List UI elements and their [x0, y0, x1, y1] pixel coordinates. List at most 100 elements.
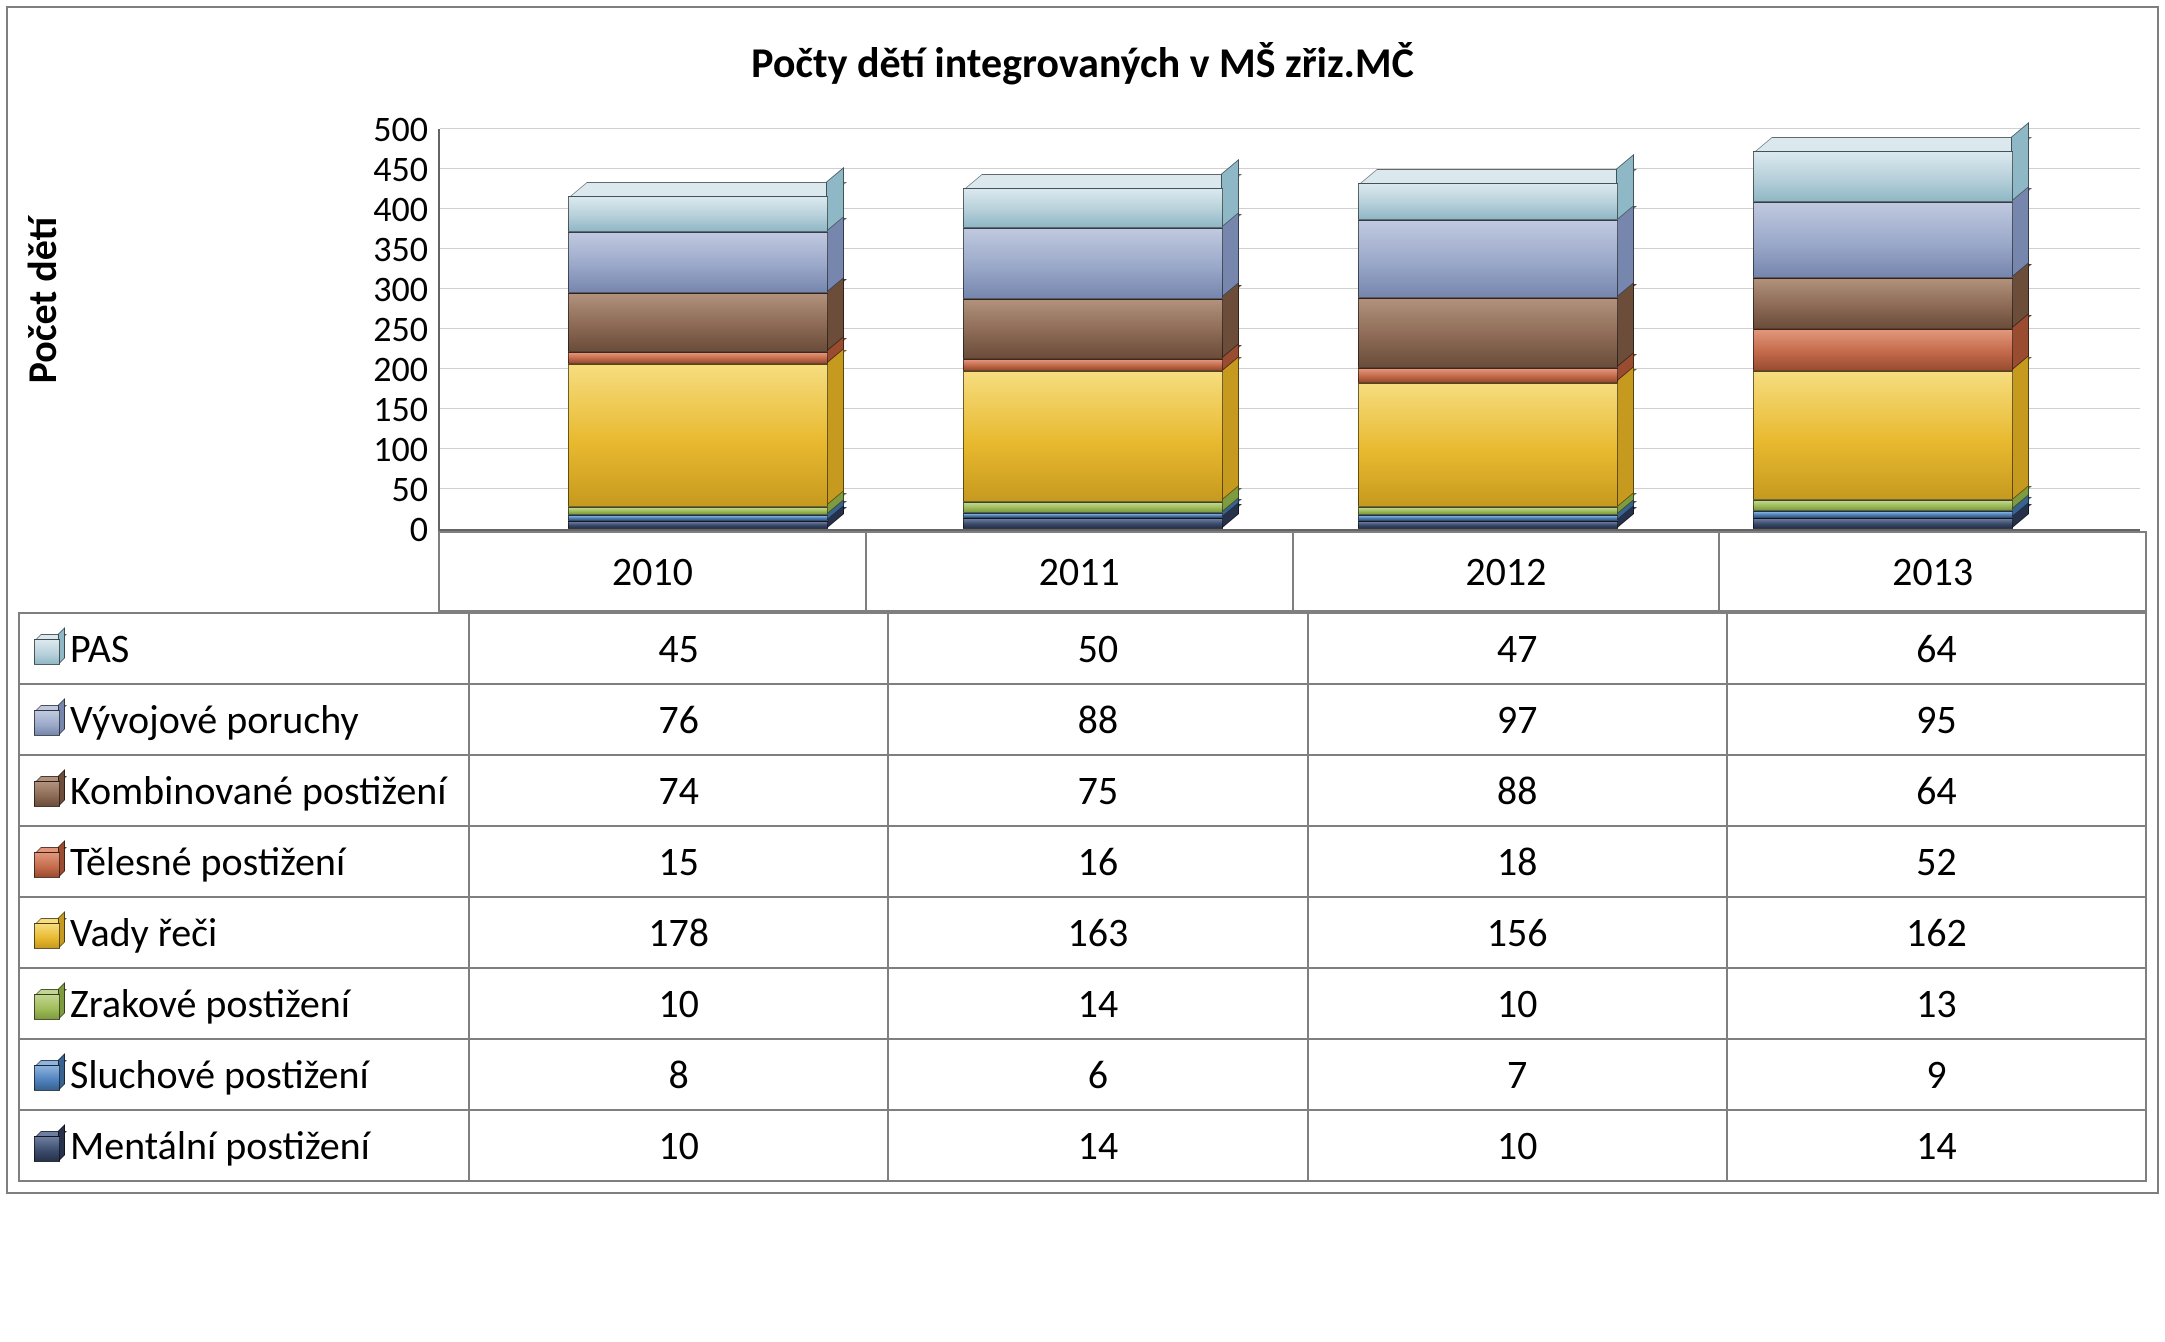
- y-tick: 250: [373, 320, 428, 338]
- chart-panel: Počty dětí integrovaných v MŠ zřiz.MČ Po…: [6, 6, 2159, 1194]
- legend-swatch-icon: [34, 781, 60, 807]
- data-cell: 45: [469, 613, 888, 684]
- bar-segment-pas: [1358, 183, 1618, 221]
- bar-segment-mental: [963, 518, 1223, 529]
- bar-segment-kombin: [1753, 278, 2013, 329]
- bar-segment-mental: [1358, 521, 1618, 529]
- legend-swatch-icon: [34, 639, 60, 665]
- data-cell: 10: [1308, 1110, 1727, 1181]
- data-cell: 14: [1727, 1110, 2146, 1181]
- bar-segment-kombin: [963, 299, 1223, 359]
- table-row: Zrakové postižení10141013: [19, 968, 2146, 1039]
- bar-segment-kombin: [568, 293, 828, 352]
- bar-column: [963, 188, 1223, 529]
- bar-segment-mental: [1753, 518, 2013, 529]
- bar-segment-vady_reci: [963, 371, 1223, 501]
- data-cell: 76: [469, 684, 888, 755]
- data-cell: 10: [469, 1110, 888, 1181]
- data-cell: 163: [888, 897, 1307, 968]
- series-label: Tělesné postižení: [70, 837, 345, 886]
- series-label: Sluchové postižení: [70, 1050, 369, 1099]
- bars-container: [440, 129, 2140, 529]
- legend-swatch-icon: [34, 852, 60, 878]
- y-tick: 450: [373, 160, 428, 178]
- y-tick: 0: [410, 520, 428, 538]
- bar-segment-vady_reci: [1358, 383, 1618, 508]
- bar-segment-sluch: [568, 515, 828, 521]
- bar-segment-telesne: [568, 352, 828, 364]
- legend-label: Vady řeči: [19, 897, 469, 968]
- series-label: Zrakové postižení: [70, 979, 350, 1028]
- data-cell: 14: [888, 968, 1307, 1039]
- y-tick: 200: [373, 360, 428, 378]
- data-cell: 64: [1727, 755, 2146, 826]
- y-tick: 300: [373, 280, 428, 298]
- bar-segment-vady_reci: [1753, 371, 2013, 501]
- bar-segment-pas: [568, 196, 828, 232]
- y-axis-ticks: 050100150200250300350400450500: [98, 129, 438, 529]
- data-cell: 47: [1308, 613, 1727, 684]
- chart-title: Počty dětí integrovaných v MŠ zřiz.MČ: [18, 38, 2147, 89]
- y-tick: 500: [373, 120, 428, 138]
- legend-swatch-icon: [34, 994, 60, 1020]
- legend-swatch-icon: [34, 923, 60, 949]
- series-label: Mentální postižení: [70, 1121, 370, 1170]
- table-row: Tělesné postižení15161852: [19, 826, 2146, 897]
- bar-segment-zrak: [568, 507, 828, 515]
- bar-segment-pas: [1753, 151, 2013, 202]
- bar-segment-telesne: [963, 359, 1223, 372]
- bar-segment-zrak: [1753, 500, 2013, 510]
- bar-segment-telesne: [1753, 329, 2013, 371]
- data-cell: 88: [888, 684, 1307, 755]
- data-cell: 13: [1727, 968, 2146, 1039]
- legend-swatch-icon: [34, 1136, 60, 1162]
- x-header-cell: 2011: [865, 531, 1292, 612]
- data-cell: 18: [1308, 826, 1727, 897]
- bar-column: [1753, 151, 2013, 529]
- bar-segment-sluch: [1358, 515, 1618, 521]
- bar-segment-vady_reci: [568, 364, 828, 506]
- bar-segment-zrak: [1358, 507, 1618, 515]
- table-row: Sluchové postižení8679: [19, 1039, 2146, 1110]
- data-cell: 178: [469, 897, 888, 968]
- data-cell: 156: [1308, 897, 1727, 968]
- legend-label: Sluchové postižení: [19, 1039, 469, 1110]
- series-label: PAS: [70, 624, 129, 673]
- table-row: Mentální postižení10141014: [19, 1110, 2146, 1181]
- data-cell: 15: [469, 826, 888, 897]
- x-header-cell: 2012: [1292, 531, 1719, 612]
- bar-segment-pas: [963, 188, 1223, 228]
- table-row: Kombinované postižení74758864: [19, 755, 2146, 826]
- data-cell: 14: [888, 1110, 1307, 1181]
- data-table: PAS45504764Vývojové poruchy76889795Kombi…: [18, 612, 2147, 1182]
- y-tick: 400: [373, 200, 428, 218]
- table-row: Vady řeči178163156162: [19, 897, 2146, 968]
- data-cell: 95: [1727, 684, 2146, 755]
- table-row: PAS45504764: [19, 613, 2146, 684]
- y-tick: 100: [373, 440, 428, 458]
- bar-segment-vyvoj: [1358, 220, 1618, 298]
- y-axis-title: Počet dětí: [18, 217, 98, 383]
- y-tick: 150: [373, 400, 428, 418]
- bar-segment-kombin: [1358, 298, 1618, 368]
- data-cell: 16: [888, 826, 1307, 897]
- legend-swatch-icon: [34, 710, 60, 736]
- bar-segment-zrak: [963, 502, 1223, 513]
- y-tick: 50: [392, 480, 429, 498]
- x-axis-header: 2010201120122013: [18, 531, 2147, 612]
- bar-column: [1358, 183, 1618, 529]
- data-cell: 75: [888, 755, 1307, 826]
- legend-label: Zrakové postižení: [19, 968, 469, 1039]
- x-header-cell: 2013: [1718, 531, 2147, 612]
- bar-segment-sluch: [963, 513, 1223, 518]
- plot-area: [438, 129, 2140, 531]
- bar-segment-sluch: [1753, 511, 2013, 518]
- bar-segment-vyvoj: [1753, 202, 2013, 278]
- data-cell: 64: [1727, 613, 2146, 684]
- legend-swatch-icon: [34, 1065, 60, 1091]
- series-label: Kombinované postižení: [70, 766, 446, 815]
- legend-label: PAS: [19, 613, 469, 684]
- data-cell: 162: [1727, 897, 2146, 968]
- data-cell: 97: [1308, 684, 1727, 755]
- legend-label: Tělesné postižení: [19, 826, 469, 897]
